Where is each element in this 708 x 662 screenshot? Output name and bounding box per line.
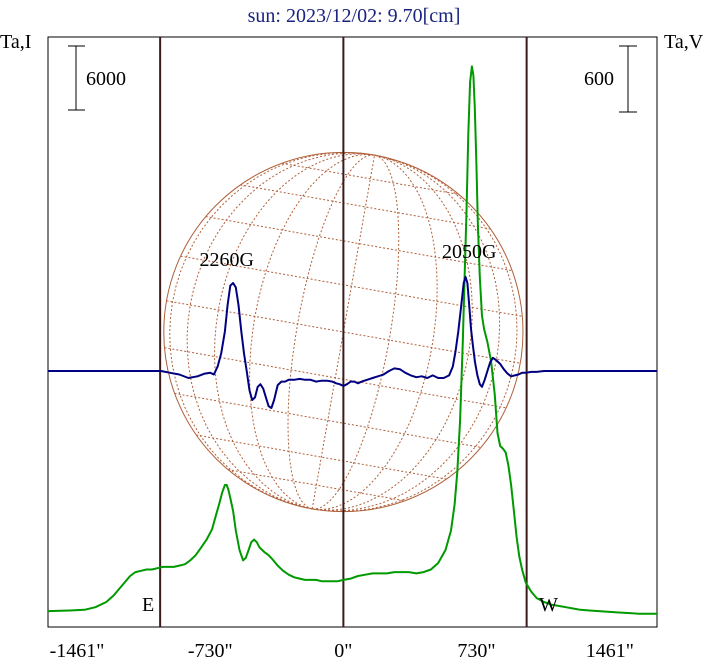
limb-label-E: E — [142, 594, 154, 616]
latitude-line — [180, 255, 523, 317]
annotation-label: 2260G — [199, 249, 253, 271]
longitude-line — [213, 153, 375, 510]
latitude-line — [240, 184, 491, 230]
scale-bars: 6000 600 — [68, 45, 637, 113]
chart-title: sun: 2023/12/02: 9.70[cm] — [248, 5, 461, 27]
series-polarization — [48, 275, 657, 409]
series-intensity — [47, 65, 657, 615]
longitude-line — [312, 154, 501, 512]
longitude-line — [311, 155, 376, 509]
longitude-line — [312, 154, 473, 511]
solar-disk — [163, 151, 524, 513]
left-scale-label: 6000 — [86, 68, 126, 90]
latitude-line — [281, 162, 459, 195]
x-tick-label: -1461" — [50, 640, 105, 662]
x-tick-label: 730" — [457, 640, 495, 662]
longitude-line — [287, 154, 375, 510]
longitude-line — [312, 154, 438, 511]
x-tick-label: 0" — [334, 640, 352, 662]
latitude-line — [166, 300, 521, 364]
right-axis-label: Ta,V — [664, 31, 704, 53]
left-axis-label: Ta,I — [0, 31, 31, 53]
vertical-markers — [159, 37, 528, 627]
annotation-label: 2050G — [442, 241, 496, 263]
limb-label-W: W — [539, 594, 558, 616]
series-layer — [47, 65, 657, 615]
x-tick-label: 1461" — [586, 640, 634, 662]
latitude-line — [174, 392, 482, 448]
left-scale-bar: 6000 — [68, 45, 126, 111]
labels-layer: 2260G 2050G E W — [142, 241, 558, 616]
plot-frame — [47, 36, 658, 628]
right-scale-bar: 600 — [584, 45, 637, 113]
longitude-line — [169, 152, 375, 510]
longitude-line — [312, 154, 518, 512]
right-scale-label: 600 — [584, 68, 614, 90]
x-tick-labels: -1461" -730" 0" 730" 1461" — [50, 640, 634, 662]
longitude-line — [249, 153, 375, 510]
x-tick-label: -730" — [188, 640, 233, 662]
longitude-line — [186, 152, 375, 510]
longitude-line — [312, 154, 400, 510]
